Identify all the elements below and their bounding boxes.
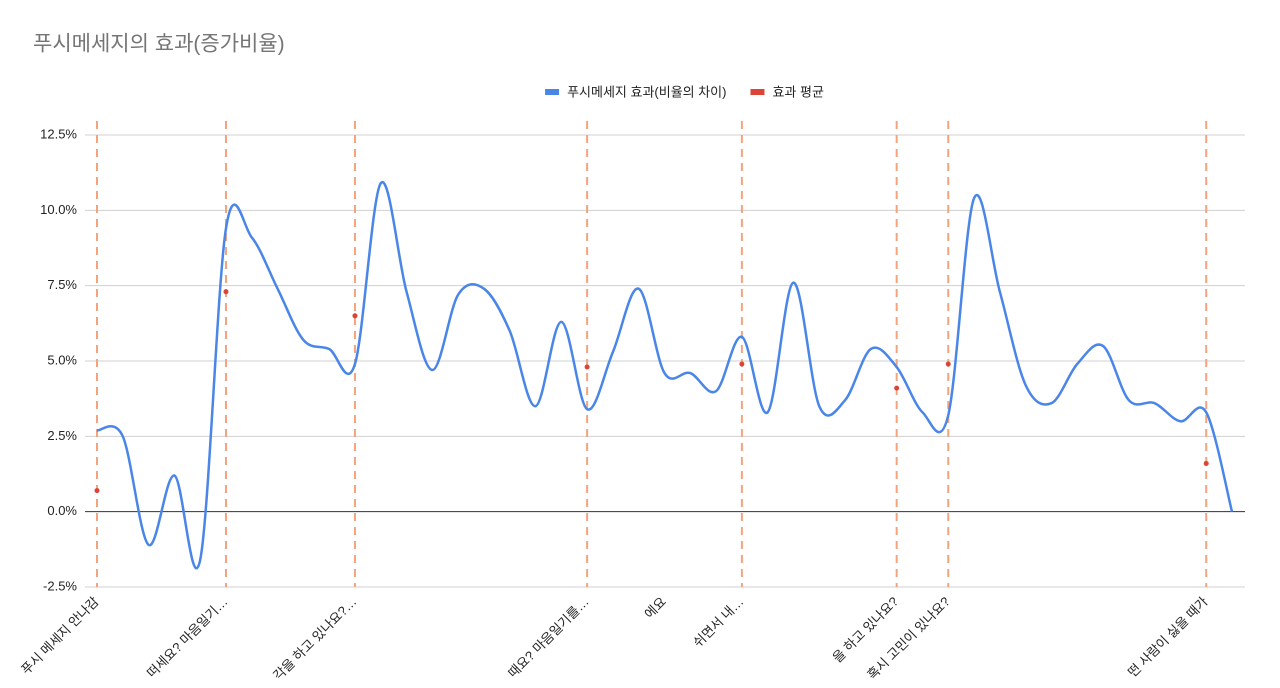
legend-swatch <box>750 89 765 95</box>
data-line <box>96 180 1234 570</box>
y-tick-label: 0.0% <box>47 503 77 518</box>
x-tick-label: 푸시 메세지 안나감 <box>18 594 101 677</box>
x-tick-label: 각을 하고 있나요?… <box>270 594 359 683</box>
x-tick-label: 떠세요? 마음일기… <box>144 594 231 681</box>
data-point <box>584 364 590 370</box>
legend-label: 효과 평균 <box>772 84 823 99</box>
data-point <box>223 289 229 295</box>
data-point <box>352 313 358 319</box>
legend-swatch <box>545 89 560 95</box>
y-tick-label: 2.5% <box>47 428 77 443</box>
legend: 푸시메세지 효과(비율의 차이) 효과 평균 <box>545 84 824 99</box>
y-tick-label: 5.0% <box>47 352 77 367</box>
data-point <box>945 361 951 367</box>
data-point <box>739 361 745 367</box>
y-tick-label: -2.5% <box>43 578 77 593</box>
data-point <box>894 385 900 391</box>
x-tick-label: 에요 <box>642 594 670 622</box>
data-point <box>94 488 100 494</box>
y-tick-label: 10.0% <box>40 202 77 217</box>
chart-title: 푸시메세지의 효과(증가비율) <box>33 33 285 56</box>
x-tick-label: 떤 사람이 싫을 때가 <box>1125 594 1211 680</box>
data-point <box>1203 460 1209 466</box>
y-tick-label: 12.5% <box>40 126 77 141</box>
x-tick-label: 때요? 마음일기를… <box>505 594 592 681</box>
y-tick-label: 7.5% <box>47 277 77 292</box>
legend-label: 푸시메세지 효과(비율의 차이) <box>567 84 726 99</box>
x-tick-label: 쉬면서 내… <box>690 594 746 650</box>
